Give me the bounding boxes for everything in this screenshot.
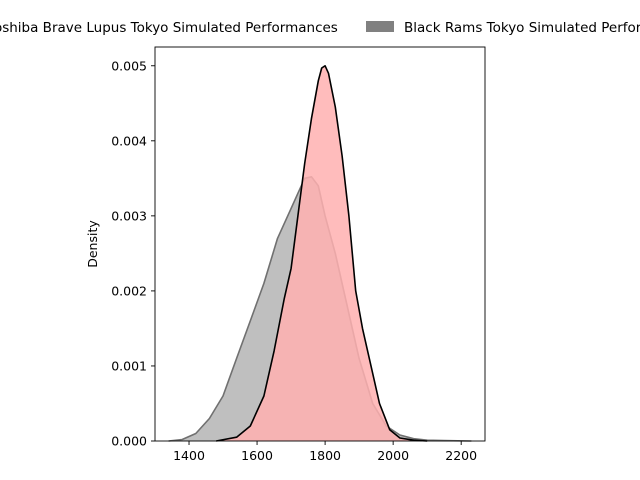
- density-line-0: [216, 65, 428, 442]
- x-tick-label: 2200: [445, 448, 477, 463]
- y-tick-label: 0.000: [111, 434, 147, 449]
- legend-label-toshiba: Toshiba Brave Lupus Tokyo Simulated Perf…: [0, 20, 338, 36]
- y-tick-label: 0.002: [111, 283, 147, 298]
- legend-label-blackrams: Black Rams Tokyo Simulated Performances: [404, 20, 640, 36]
- legend-swatch-blackrams: [366, 21, 394, 32]
- x-tick-label: 1600: [241, 448, 273, 463]
- legend: Toshiba Brave Lupus Tokyo Simulated Perf…: [0, 20, 640, 36]
- density-area-0: [216, 65, 428, 442]
- y-tick-label: 0.003: [111, 208, 147, 223]
- x-tick-label: 2000: [377, 448, 409, 463]
- x-tick-label: 1400: [173, 448, 205, 463]
- y-tick-label: 0.001: [111, 358, 147, 373]
- axes-frame: [154, 46, 486, 442]
- x-axis: 1400 1600 1800 2000 2200: [173, 441, 477, 463]
- y-axis: 0.000 0.001 0.002 0.003 0.004 0.005: [111, 58, 155, 449]
- plot-area: [168, 65, 472, 442]
- y-tick-label: 0.004: [111, 133, 147, 148]
- y-tick-label: 0.005: [111, 58, 147, 73]
- x-tick-label: 1800: [309, 448, 341, 463]
- y-axis-label: Density: [85, 220, 100, 268]
